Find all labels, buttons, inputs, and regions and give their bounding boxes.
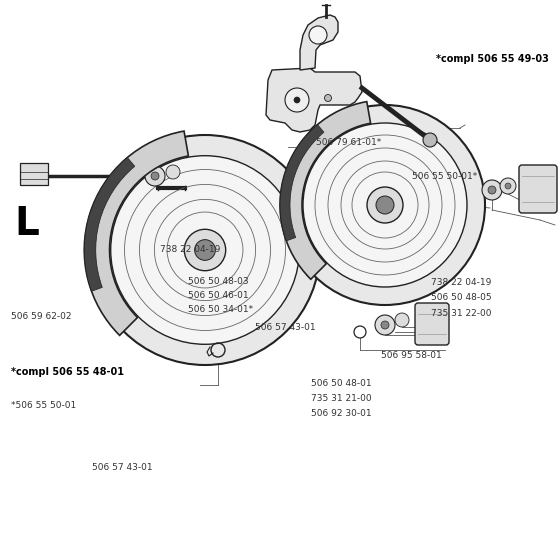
Text: 506 57 43-01: 506 57 43-01 — [92, 463, 153, 472]
Polygon shape — [300, 15, 338, 70]
Text: 506 50 48-01: 506 50 48-01 — [311, 379, 371, 388]
Wedge shape — [280, 101, 371, 279]
Circle shape — [376, 196, 394, 214]
Text: 506 92 30-01: 506 92 30-01 — [311, 409, 371, 418]
Circle shape — [285, 88, 309, 112]
FancyBboxPatch shape — [519, 165, 557, 213]
Text: 506 50 34-01*: 506 50 34-01* — [188, 305, 253, 314]
Circle shape — [324, 95, 332, 101]
Circle shape — [395, 313, 409, 327]
Text: *506 55 50-01: *506 55 50-01 — [11, 402, 77, 410]
Text: 506 95 58-01: 506 95 58-01 — [381, 351, 441, 360]
Circle shape — [423, 133, 437, 147]
FancyBboxPatch shape — [415, 303, 449, 345]
Text: 506 55 50-01*: 506 55 50-01* — [412, 172, 477, 181]
Text: 506 79 61-01*: 506 79 61-01* — [316, 138, 382, 147]
Wedge shape — [84, 157, 135, 291]
Text: 506 50 48-05: 506 50 48-05 — [431, 293, 492, 302]
Circle shape — [309, 26, 327, 44]
Text: 738 22 04-19: 738 22 04-19 — [431, 278, 492, 287]
Text: 506 59 62-02: 506 59 62-02 — [11, 312, 72, 321]
Text: 506 57 43-01: 506 57 43-01 — [255, 323, 315, 332]
Wedge shape — [84, 131, 188, 335]
Text: 506 50 48-03: 506 50 48-03 — [188, 277, 248, 286]
Circle shape — [500, 178, 516, 194]
Circle shape — [166, 165, 180, 179]
Circle shape — [482, 180, 502, 200]
Text: 738 22 04-19: 738 22 04-19 — [160, 245, 220, 254]
Text: 506 50 46-01: 506 50 46-01 — [188, 291, 248, 300]
FancyBboxPatch shape — [20, 163, 48, 185]
Text: 735 31 21-00: 735 31 21-00 — [311, 394, 371, 403]
Polygon shape — [266, 68, 362, 132]
Circle shape — [285, 105, 485, 305]
Text: *compl 506 55 49-03: *compl 506 55 49-03 — [436, 54, 549, 64]
Circle shape — [90, 135, 320, 365]
Circle shape — [488, 186, 496, 194]
Text: 735 31 22-00: 735 31 22-00 — [431, 309, 492, 318]
Circle shape — [303, 123, 467, 287]
Circle shape — [375, 315, 395, 335]
Circle shape — [145, 166, 165, 186]
Circle shape — [367, 187, 403, 223]
Wedge shape — [280, 124, 324, 241]
Circle shape — [195, 240, 216, 260]
Circle shape — [184, 229, 226, 270]
Circle shape — [381, 321, 389, 329]
Circle shape — [111, 156, 299, 344]
Text: *compl 506 55 48-01: *compl 506 55 48-01 — [11, 367, 124, 377]
Circle shape — [151, 172, 159, 180]
Circle shape — [505, 183, 511, 189]
Circle shape — [294, 97, 300, 103]
Text: L: L — [14, 205, 39, 243]
